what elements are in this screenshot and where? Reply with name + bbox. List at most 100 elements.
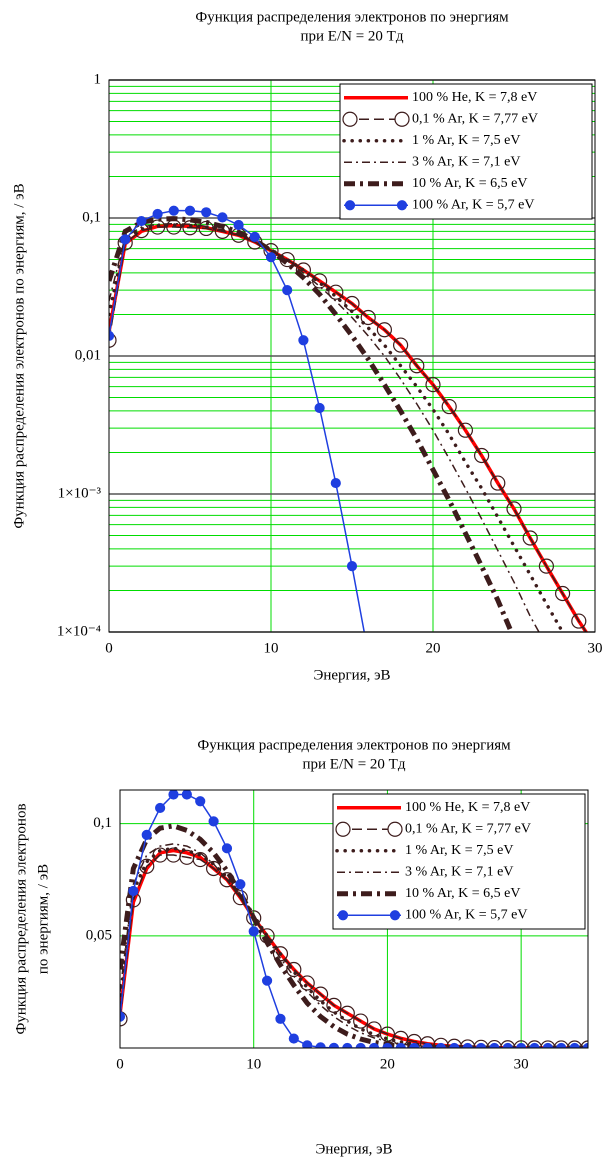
series-line — [109, 223, 589, 632]
y-tick-label: 0,1 — [93, 815, 112, 831]
marker — [330, 477, 341, 489]
marker — [353, 1013, 369, 1029]
marker — [109, 332, 117, 348]
marker — [457, 422, 473, 438]
y-axis-label: Функция распределения электронов — [13, 803, 29, 1034]
marker — [136, 215, 147, 227]
marker — [233, 219, 244, 231]
marker — [569, 1042, 580, 1048]
marker — [395, 1042, 406, 1048]
legend: 100 % He, K = 7,8 eV 0,1 % Ar, K = 7,77 e… — [339, 83, 593, 220]
marker — [168, 790, 179, 800]
marker — [571, 613, 587, 629]
marker — [355, 1042, 366, 1048]
marker — [475, 1042, 487, 1048]
marker — [248, 926, 259, 937]
marker — [449, 1042, 460, 1048]
marker — [120, 1011, 126, 1022]
legend-label: 1 % Ar, K = 7,5 eV — [405, 843, 513, 858]
x-axis-label: Энергия, эВ — [315, 1141, 392, 1157]
legend-box — [332, 793, 586, 930]
marker — [502, 1042, 513, 1048]
x-tick-label: 20 — [426, 640, 441, 656]
marker — [235, 879, 246, 890]
marker — [556, 1042, 567, 1048]
legend-marker — [387, 821, 403, 837]
marker — [120, 234, 131, 245]
y-axis-label: Функция распределения электронов по энер… — [11, 183, 27, 528]
marker — [288, 1033, 299, 1044]
marker — [282, 285, 293, 296]
marker — [554, 585, 571, 602]
marker — [232, 890, 248, 906]
marker — [206, 860, 222, 877]
marker — [364, 649, 373, 658]
series-line — [120, 854, 588, 1048]
marker — [141, 829, 152, 840]
marker — [522, 530, 538, 546]
series-line — [109, 223, 565, 632]
marker — [516, 1042, 527, 1048]
marker — [201, 207, 212, 218]
marker — [265, 252, 277, 263]
x-tick-label: 30 — [588, 640, 603, 656]
marker — [217, 212, 228, 223]
chart-subtitle: при E/N = 20 Тд — [303, 756, 406, 772]
legend-label: 100 % Ar, K = 5,7 eV — [405, 907, 527, 922]
x-tick-label: 10 — [264, 640, 279, 656]
x-tick-label: 20 — [380, 1056, 395, 1072]
marker — [409, 358, 425, 374]
marker — [382, 1042, 393, 1048]
marker — [221, 843, 233, 854]
legend-label: 3 % Ar, K = 7,1 eV — [412, 154, 520, 169]
marker — [208, 816, 219, 827]
marker — [181, 790, 192, 800]
marker — [275, 1013, 286, 1024]
legend-marker — [396, 200, 408, 211]
legend-label: 100 % He, K = 7,8 eV — [412, 90, 537, 105]
y-tick-label: 0,1 — [82, 209, 101, 225]
marker — [409, 1042, 420, 1048]
x-tick-label: 30 — [514, 1056, 529, 1072]
legend-marker — [394, 111, 410, 127]
legend-label: 0,1 % Ar, K = 7,77 eV — [412, 111, 538, 126]
legend-label: 100 % Ar, K = 5,7 eV — [412, 197, 534, 212]
marker — [474, 447, 490, 464]
series-area — [109, 205, 589, 658]
marker — [152, 208, 163, 220]
marker — [422, 1042, 433, 1048]
marker — [582, 1042, 588, 1048]
legend-label: 0,1 % Ar, K = 7,77 eV — [405, 821, 531, 836]
legend-label: 10 % Ar, K = 6,5 eV — [412, 176, 527, 191]
chart-subtitle: при E/N = 20 Тд — [301, 28, 404, 44]
marker — [339, 1005, 355, 1021]
marker — [109, 330, 115, 341]
marker — [195, 796, 206, 807]
marker — [489, 1042, 500, 1048]
marker — [425, 377, 441, 393]
y-tick-label: 1 — [94, 71, 102, 87]
series-line — [120, 843, 588, 1048]
legend-marker — [342, 111, 358, 127]
legend-label: 10 % Ar, K = 6,5 eV — [405, 886, 520, 901]
legend: 100 % He, K = 7,8 eV 0,1 % Ar, K = 7,77 e… — [332, 793, 586, 930]
marker — [346, 561, 358, 572]
marker — [128, 885, 139, 897]
y-tick-label: 0,01 — [75, 347, 101, 363]
marker — [120, 1011, 128, 1027]
series-line — [109, 216, 515, 632]
legend-marker — [335, 821, 351, 837]
legend-marker — [344, 200, 356, 211]
marker — [155, 802, 166, 814]
legend-box — [339, 83, 593, 220]
marker — [506, 501, 522, 517]
marker — [184, 205, 196, 216]
marker — [435, 1042, 447, 1048]
marker — [182, 220, 198, 236]
legend-label: 100 % He, K = 7,8 eV — [405, 800, 530, 815]
series-line — [120, 846, 588, 1048]
marker — [462, 1042, 473, 1048]
chart-title: Функция распределения электронов по энер… — [197, 737, 511, 753]
marker — [314, 402, 325, 414]
marker — [249, 231, 260, 242]
